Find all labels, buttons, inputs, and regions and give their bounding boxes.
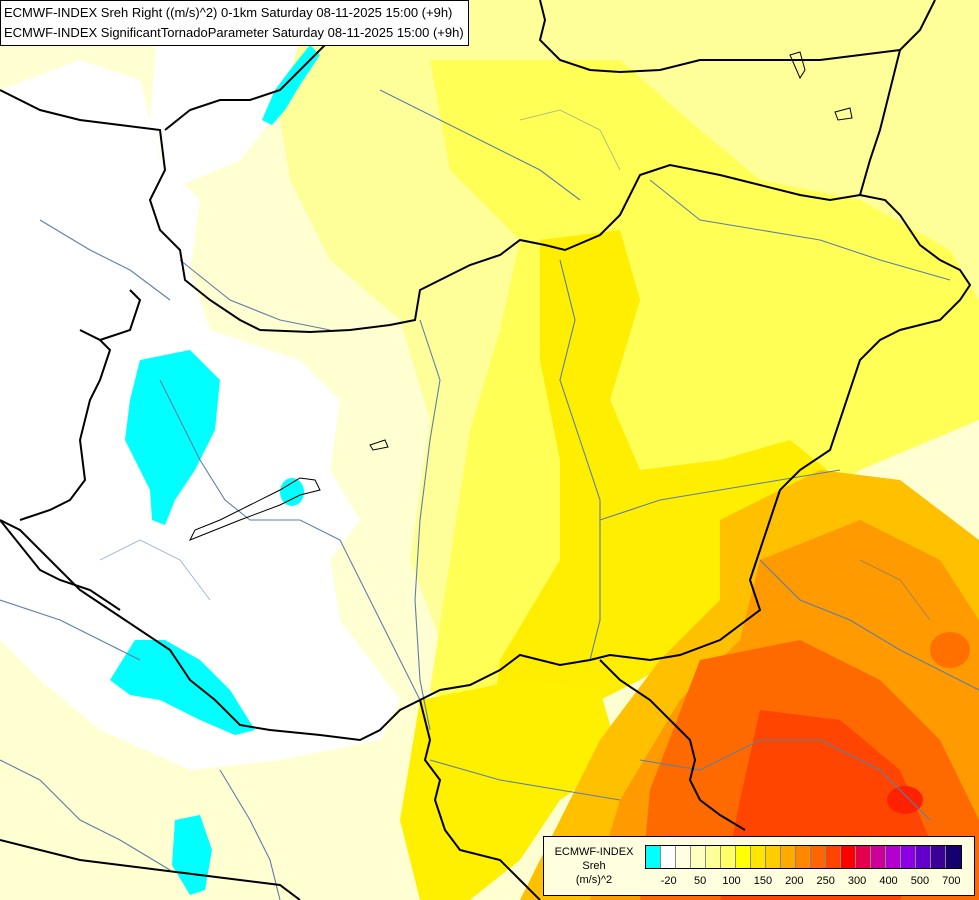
legend-unit: (m/s)^2 bbox=[575, 874, 613, 886]
legend-swatch bbox=[661, 846, 676, 868]
sreh-field-red-spot bbox=[887, 786, 923, 814]
legend-swatch bbox=[676, 846, 691, 868]
sreh-field-yellow-core bbox=[490, 230, 840, 760]
legend-swatch bbox=[841, 846, 856, 868]
legend-swatch bbox=[931, 846, 946, 868]
legend-swatch bbox=[811, 846, 826, 868]
legend-tick-label: 500 bbox=[910, 875, 930, 887]
sreh-field-cyan-patch-5 bbox=[280, 478, 304, 506]
sreh-field-yellow-south bbox=[400, 680, 620, 900]
legend-parameter: Sreh bbox=[582, 860, 606, 872]
legend-source: ECMWF-INDEX bbox=[554, 846, 634, 858]
legend-swatch bbox=[751, 846, 766, 868]
sreh-field-red-spot-east bbox=[930, 632, 970, 668]
legend-swatch bbox=[646, 846, 661, 868]
legend-swatch bbox=[781, 846, 796, 868]
map-title-line-1: ECMWF-INDEX Sreh Right ((m/s)^2) 0-1km S… bbox=[4, 5, 453, 20]
legend-swatches bbox=[645, 845, 962, 869]
legend-tick-label: 250 bbox=[816, 875, 835, 887]
legend-swatch bbox=[721, 846, 736, 868]
legend-ticks: -20 50 100 150 200 250 300 400 500 700 bbox=[645, 875, 975, 891]
legend-swatch bbox=[826, 846, 841, 868]
legend-label: ECMWF-INDEX Sreh (m/s)^2 bbox=[548, 845, 640, 887]
legend-tick-label: 300 bbox=[847, 875, 867, 887]
legend-swatch bbox=[706, 846, 721, 868]
river-lines bbox=[0, 89, 979, 900]
map-title-box: ECMWF-INDEX Sreh Right ((m/s)^2) 0-1km S… bbox=[0, 0, 469, 46]
legend-swatch bbox=[766, 846, 781, 868]
legend-swatch bbox=[946, 846, 961, 868]
legend-swatch bbox=[856, 846, 871, 868]
map-title-line-2: ECMWF-INDEX SignificantTornadoParameter … bbox=[4, 25, 464, 40]
legend-tick-label: 50 bbox=[693, 875, 707, 887]
lake-outlines bbox=[188, 51, 853, 541]
legend-tick-label: 400 bbox=[879, 875, 898, 887]
legend-swatch bbox=[871, 846, 886, 868]
legend-swatch bbox=[736, 846, 751, 868]
legend-swatch bbox=[691, 846, 706, 868]
legend-tick-label: 700 bbox=[942, 875, 961, 887]
sreh-field-cyan-patch-1 bbox=[125, 350, 220, 525]
legend-tick-label: 100 bbox=[722, 875, 741, 887]
legend-tick-label: 200 bbox=[785, 875, 804, 887]
legend-swatch bbox=[796, 846, 811, 868]
legend-tick-label: 150 bbox=[753, 875, 773, 887]
stp-contours bbox=[99, 109, 931, 621]
sreh-field-cyan-patch-2 bbox=[110, 640, 255, 735]
legend-swatch bbox=[916, 846, 931, 868]
legend-swatch bbox=[901, 846, 916, 868]
legend-swatch bbox=[886, 846, 901, 868]
legend-tick-label: -20 bbox=[660, 875, 677, 887]
sreh-field-white-north bbox=[150, 0, 300, 190]
color-legend: ECMWF-INDEX Sreh (m/s)^2 -20 50 100 150 200 2… bbox=[543, 836, 975, 896]
